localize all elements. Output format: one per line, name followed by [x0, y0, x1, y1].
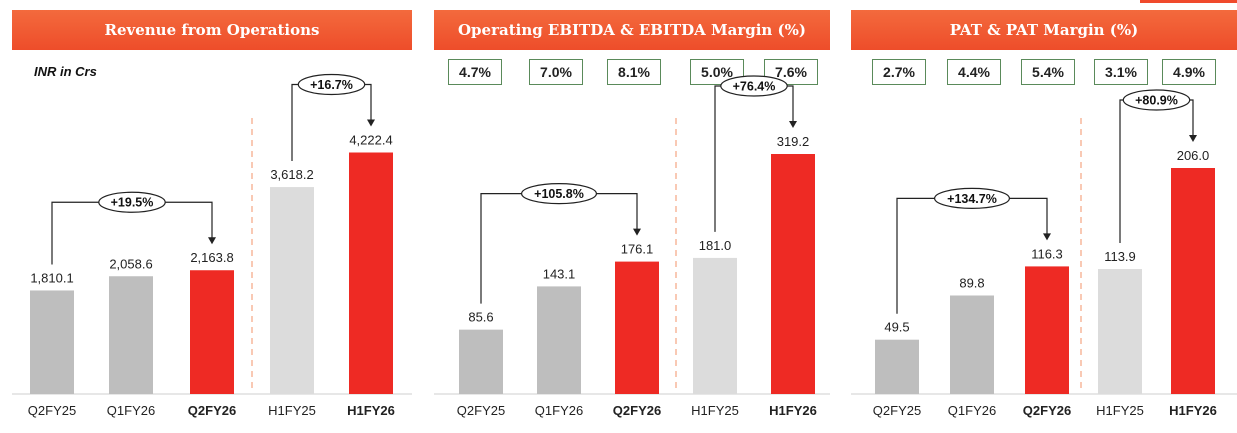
data-label: 49.5	[884, 320, 909, 335]
panel-title: Revenue from Operations	[12, 10, 412, 50]
growth-badge	[1122, 89, 1191, 111]
category-label: Q2FY25	[28, 403, 76, 418]
category-label: H1FY25	[1096, 403, 1144, 418]
margin-box: 4.4%	[947, 59, 1001, 85]
data-label: 4,222.4	[349, 133, 392, 148]
category-label: H1FY25	[691, 403, 739, 418]
bar-h1fy25	[270, 187, 314, 394]
bar-h1fy25	[693, 257, 737, 394]
data-label: 89.8	[959, 275, 984, 290]
data-label: 116.3	[1031, 246, 1063, 261]
data-label: 319.2	[777, 134, 810, 149]
margin-box: 8.1%	[607, 59, 661, 85]
category-label: Q2FY25	[873, 403, 921, 418]
growth-arrow-head	[367, 119, 375, 127]
growth-arrow-head	[1043, 233, 1051, 241]
bar-q2fy25	[875, 339, 919, 394]
growth-connector	[291, 83, 372, 162]
panel-title: PAT & PAT Margin (%)	[851, 10, 1237, 50]
data-label: 113.9	[1104, 249, 1136, 264]
growth-label: +76.4%	[733, 80, 776, 94]
growth-label: +134.7%	[947, 192, 997, 206]
margin-box: 2.7%	[872, 59, 926, 85]
ebitda-bar-chart: 85.6 Q2FY25 143.1 Q1FY26 176.1 Q2FY26 181.0 H1F…	[434, 75, 830, 418]
data-label: 181.0	[699, 238, 732, 253]
top-accent-line	[1140, 0, 1237, 3]
category-label: H1FY26	[1169, 403, 1217, 418]
bar-q1fy26	[109, 276, 153, 394]
margin-box: 4.9%	[1162, 59, 1216, 85]
bar-q1fy26	[950, 295, 994, 394]
category-label: Q2FY26	[1023, 403, 1071, 418]
margin-box: 3.1%	[1094, 59, 1148, 85]
data-label: 3,618.2	[270, 167, 313, 182]
growth-badge	[720, 75, 788, 97]
pat-bar-chart: 49.5 Q2FY25 89.8 Q1FY26 116.3 Q2FY26 113.9 H1FY…	[851, 89, 1237, 418]
panel-title: Operating EBITDA & EBITDA Margin (%)	[434, 10, 830, 50]
revenue-bar-chart: 1,810.1 Q2FY25 2,058.6 Q1FY26 2,163.8 Q2FY26 3…	[12, 73, 412, 418]
bar-q1fy26	[537, 286, 581, 394]
pat-panel: PAT & PAT Margin (%) 2.7% 4.4% 5.4% 3.1%…	[851, 0, 1237, 433]
category-label: H1FY26	[769, 403, 817, 418]
bar-h1fy26	[771, 154, 815, 394]
growth-badge	[520, 182, 598, 205]
revenue-panel: Revenue from Operations INR in Crs 1,810…	[12, 0, 412, 433]
data-label: 85.6	[468, 310, 493, 325]
growth-label: +80.9%	[1135, 94, 1178, 108]
data-label: 176.1	[621, 242, 654, 257]
category-label: Q2FY26	[613, 403, 661, 418]
data-label: 143.1	[543, 266, 576, 281]
bar-h1fy25	[1098, 269, 1142, 394]
category-label: Q2FY25	[457, 403, 505, 418]
growth-arrow-head	[789, 121, 797, 128]
category-label: Q1FY26	[948, 403, 996, 418]
growth-label: +19.5%	[111, 196, 154, 210]
category-label: Q1FY26	[535, 403, 583, 418]
bar-q2fy25	[459, 329, 503, 394]
bar-h1fy26	[1171, 168, 1215, 394]
growth-badge	[297, 73, 366, 96]
growth-label: +105.8%	[534, 187, 584, 201]
growth-badge	[933, 187, 1011, 210]
category-label: H1FY26	[347, 403, 395, 418]
margin-box: 4.7%	[448, 59, 502, 85]
bar-q2fy25	[30, 290, 74, 394]
bar-h1fy26	[349, 152, 393, 394]
data-label: 1,810.1	[30, 270, 73, 285]
margin-box: 5.4%	[1021, 59, 1075, 85]
unit-label: INR in Crs	[34, 64, 97, 79]
category-label: H1FY25	[268, 403, 316, 418]
bar-q2fy26	[615, 261, 659, 394]
ebitda-panel: Operating EBITDA & EBITDA Margin (%) 4.7…	[434, 0, 830, 433]
growth-label: +16.7%	[310, 78, 353, 92]
growth-arrow-head	[1189, 135, 1197, 142]
category-label: Q2FY26	[188, 403, 236, 418]
growth-arrow-head	[208, 237, 216, 245]
bar-q2fy26	[190, 270, 234, 394]
growth-arrow-head	[633, 228, 641, 236]
bar-q2fy26	[1025, 266, 1069, 394]
margin-box: 7.0%	[529, 59, 583, 85]
data-label: 2,163.8	[190, 250, 233, 265]
data-label: 2,058.6	[109, 256, 152, 271]
growth-badge	[98, 191, 166, 213]
data-label: 206.0	[1177, 148, 1210, 163]
category-label: Q1FY26	[107, 403, 155, 418]
